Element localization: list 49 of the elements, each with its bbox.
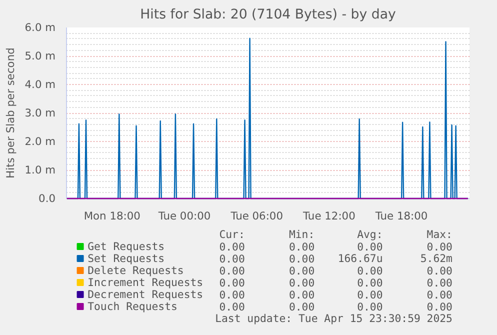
legend-label: Delete Requests	[88, 264, 184, 277]
legend-label: Set Requests	[88, 252, 165, 265]
text: Cur:	[219, 228, 245, 241]
text: 0.00	[357, 240, 383, 254]
text: 0.00	[219, 288, 245, 302]
text: 0.00	[288, 276, 315, 290]
text: 0.00	[219, 300, 245, 314]
text: 5.62m	[420, 252, 452, 265]
x-tick-label: Mon 18:00	[84, 210, 141, 222]
legend-label: Get Requests	[88, 240, 165, 253]
text: 0.00	[426, 300, 452, 314]
text: Min:	[288, 228, 315, 241]
text: Avg:	[357, 228, 383, 241]
text: 0.00	[219, 240, 245, 254]
text: 0.00	[426, 240, 452, 254]
text: 0.00	[288, 252, 315, 266]
y-tick-label: 4.0 m	[24, 78, 56, 91]
text: 0.00	[426, 288, 452, 302]
text: 0.00	[426, 264, 452, 278]
chart-title: Hits for Slab: 20 (7104 Bytes) - by day	[140, 8, 396, 22]
legend-label: Increment Requests	[88, 276, 204, 289]
text: 0.00	[288, 300, 315, 314]
y-tick-label: 5.0 m	[24, 50, 56, 62]
text: Max:	[426, 228, 452, 241]
x-tick-label: Tue 00:00	[157, 210, 211, 222]
x-tick-label: Tue 18:00	[374, 210, 428, 222]
text: 0.00	[426, 276, 452, 290]
y-tick-label: 2.0 m	[24, 135, 56, 148]
y-axis-title: Hits per Slab per second	[4, 48, 17, 178]
text: 0.00	[357, 300, 383, 314]
y-tick-label: 3.0 m	[24, 106, 56, 120]
text: 0.00	[288, 240, 315, 254]
text: 0.00	[219, 276, 245, 290]
legend-label: Touch Requests	[88, 300, 178, 313]
text: Last update: Tue Apr 15 23:30:59 2025	[215, 312, 452, 325]
legend-label: Decrement Requests	[88, 288, 204, 301]
text: 0.00	[288, 288, 315, 302]
text: 166.67u	[338, 252, 383, 265]
text: 0.00	[357, 264, 383, 278]
text: 0.00	[219, 252, 245, 266]
y-tick-label: 0.0	[38, 192, 56, 205]
text: 0.00	[357, 288, 383, 302]
x-tick-label: Tue 06:00	[230, 210, 284, 222]
text: 0.00	[288, 264, 315, 278]
y-tick-label: 6.0 m	[24, 21, 56, 34]
y-tick-label: 1.0 m	[24, 164, 56, 176]
x-tick-label: Tue 12:00	[302, 210, 356, 222]
text: 0.00	[357, 276, 383, 290]
text: 0.00	[219, 264, 245, 278]
